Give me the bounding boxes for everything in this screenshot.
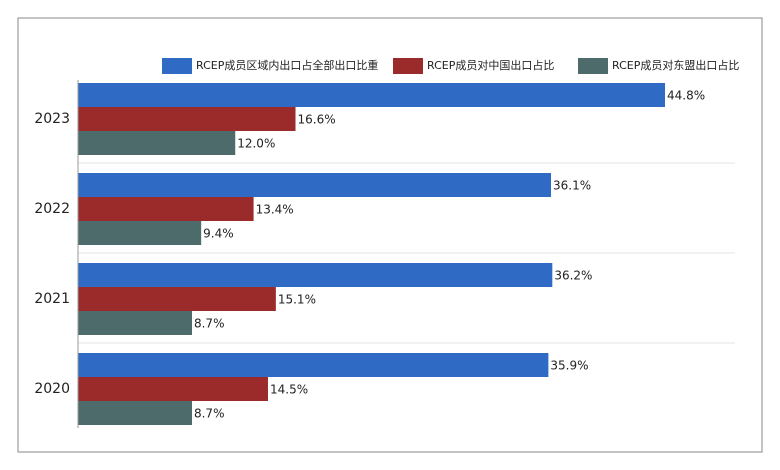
legend-label: RCEP成员对东盟出口占比 <box>612 58 739 72</box>
value-label: 12.0% <box>237 137 275 151</box>
bar <box>78 173 552 197</box>
y-tick-label: 2022 <box>34 201 70 217</box>
bar <box>78 377 268 401</box>
bar <box>78 311 192 335</box>
bar <box>78 353 549 377</box>
value-label: 44.8% <box>667 89 705 103</box>
bar <box>78 83 665 107</box>
bar <box>78 107 296 131</box>
bar <box>78 263 553 287</box>
legend-swatch <box>578 58 608 74</box>
legend-swatch <box>393 58 423 74</box>
y-tick-label: 2020 <box>34 381 70 397</box>
value-label: 36.2% <box>554 269 592 283</box>
y-tick-label: 2021 <box>34 291 70 307</box>
value-label: 8.7% <box>194 407 225 421</box>
value-label: 35.9% <box>550 359 588 373</box>
bar <box>78 221 202 245</box>
value-label: 13.4% <box>256 203 294 217</box>
y-tick-label: 2023 <box>34 111 70 127</box>
value-label: 8.7% <box>194 317 225 331</box>
legend-swatch <box>162 58 192 74</box>
legend-label: RCEP成员对中国出口占比 <box>427 58 554 72</box>
bar <box>78 401 192 425</box>
value-label: 36.1% <box>553 179 591 193</box>
bar <box>78 197 254 221</box>
value-label: 15.1% <box>278 293 316 307</box>
legend-label: RCEP成员区域内出口占全部出口比重 <box>196 58 378 72</box>
bar <box>78 131 236 155</box>
value-label: 16.6% <box>298 113 336 127</box>
value-label: 9.4% <box>203 227 234 241</box>
value-label: 14.5% <box>270 383 308 397</box>
bar <box>78 287 276 311</box>
